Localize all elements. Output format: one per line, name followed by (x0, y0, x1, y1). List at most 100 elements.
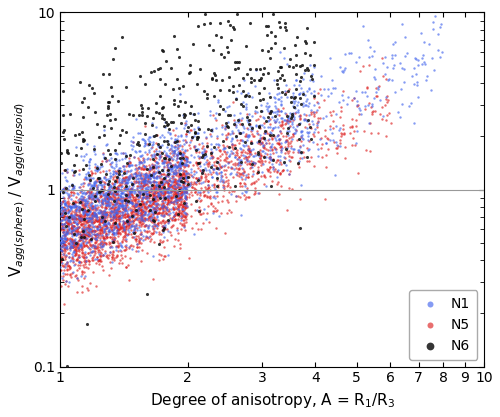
N1 (228, 127, 236, 134)
N1 (220, 123, 228, 130)
N5 (174, 215, 182, 222)
N1 (72, 232, 80, 239)
N5 (118, 221, 126, 227)
N5 (172, 196, 180, 203)
N1 (262, 137, 270, 144)
N1 (284, 114, 292, 121)
N5 (76, 259, 84, 265)
N6 (258, 75, 266, 82)
N5 (163, 226, 171, 233)
N5 (247, 158, 255, 165)
N1 (154, 169, 162, 176)
N5 (108, 208, 116, 215)
N5 (137, 180, 145, 186)
N5 (241, 181, 249, 187)
N1 (168, 165, 176, 172)
N1 (148, 198, 156, 204)
N5 (148, 218, 156, 225)
N1 (122, 216, 130, 223)
N5 (92, 190, 100, 197)
N5 (174, 173, 182, 179)
N6 (156, 194, 164, 201)
N1 (69, 248, 77, 255)
N1 (428, 26, 436, 33)
N1 (208, 161, 216, 168)
N5 (173, 190, 181, 196)
N1 (101, 195, 109, 201)
N1 (239, 142, 247, 149)
N5 (90, 248, 98, 254)
N1 (126, 175, 134, 182)
N5 (68, 236, 76, 242)
N1 (140, 217, 147, 224)
N5 (151, 195, 159, 201)
N5 (154, 163, 162, 170)
N5 (94, 261, 102, 268)
N1 (119, 210, 127, 216)
N1 (314, 119, 322, 126)
N1 (122, 199, 130, 206)
N1 (168, 167, 176, 174)
N5 (186, 126, 194, 133)
N5 (178, 212, 186, 219)
N1 (299, 100, 307, 107)
N5 (135, 206, 143, 213)
N1 (202, 134, 210, 141)
N5 (160, 208, 168, 214)
N5 (137, 164, 145, 171)
N1 (274, 132, 282, 138)
N5 (113, 238, 121, 244)
N1 (109, 203, 117, 209)
N5 (80, 251, 88, 258)
N5 (70, 208, 78, 215)
N5 (57, 254, 65, 260)
N1 (114, 171, 122, 178)
N6 (278, 72, 286, 78)
N5 (59, 263, 67, 270)
N5 (124, 231, 132, 237)
N5 (178, 206, 186, 213)
N6 (59, 111, 67, 118)
N5 (99, 207, 107, 214)
N1 (90, 242, 98, 249)
N1 (102, 176, 110, 183)
N5 (78, 220, 86, 227)
N1 (230, 166, 238, 172)
N1 (118, 188, 126, 195)
N5 (107, 193, 115, 200)
N5 (138, 197, 146, 204)
N6 (58, 159, 66, 166)
N1 (96, 191, 104, 198)
N5 (220, 184, 228, 191)
N1 (398, 101, 406, 108)
N5 (122, 194, 130, 201)
N5 (270, 133, 278, 140)
N1 (178, 186, 186, 193)
N1 (106, 170, 114, 176)
N1 (162, 204, 170, 211)
N5 (94, 244, 102, 250)
N5 (185, 142, 193, 148)
N1 (182, 156, 190, 162)
N5 (210, 161, 218, 168)
N5 (202, 157, 210, 163)
N1 (240, 124, 248, 131)
N5 (178, 205, 186, 211)
N1 (99, 221, 107, 228)
N1 (56, 244, 64, 250)
N1 (94, 189, 102, 196)
N5 (122, 202, 130, 208)
N1 (296, 133, 304, 140)
N5 (366, 99, 374, 106)
N5 (156, 170, 164, 177)
N5 (118, 260, 126, 266)
N5 (94, 218, 102, 225)
N1 (276, 156, 284, 163)
N5 (95, 256, 103, 263)
N5 (336, 108, 344, 115)
N5 (128, 199, 136, 206)
N1 (232, 134, 240, 141)
N1 (58, 224, 66, 231)
N1 (122, 192, 130, 198)
N5 (182, 182, 190, 188)
